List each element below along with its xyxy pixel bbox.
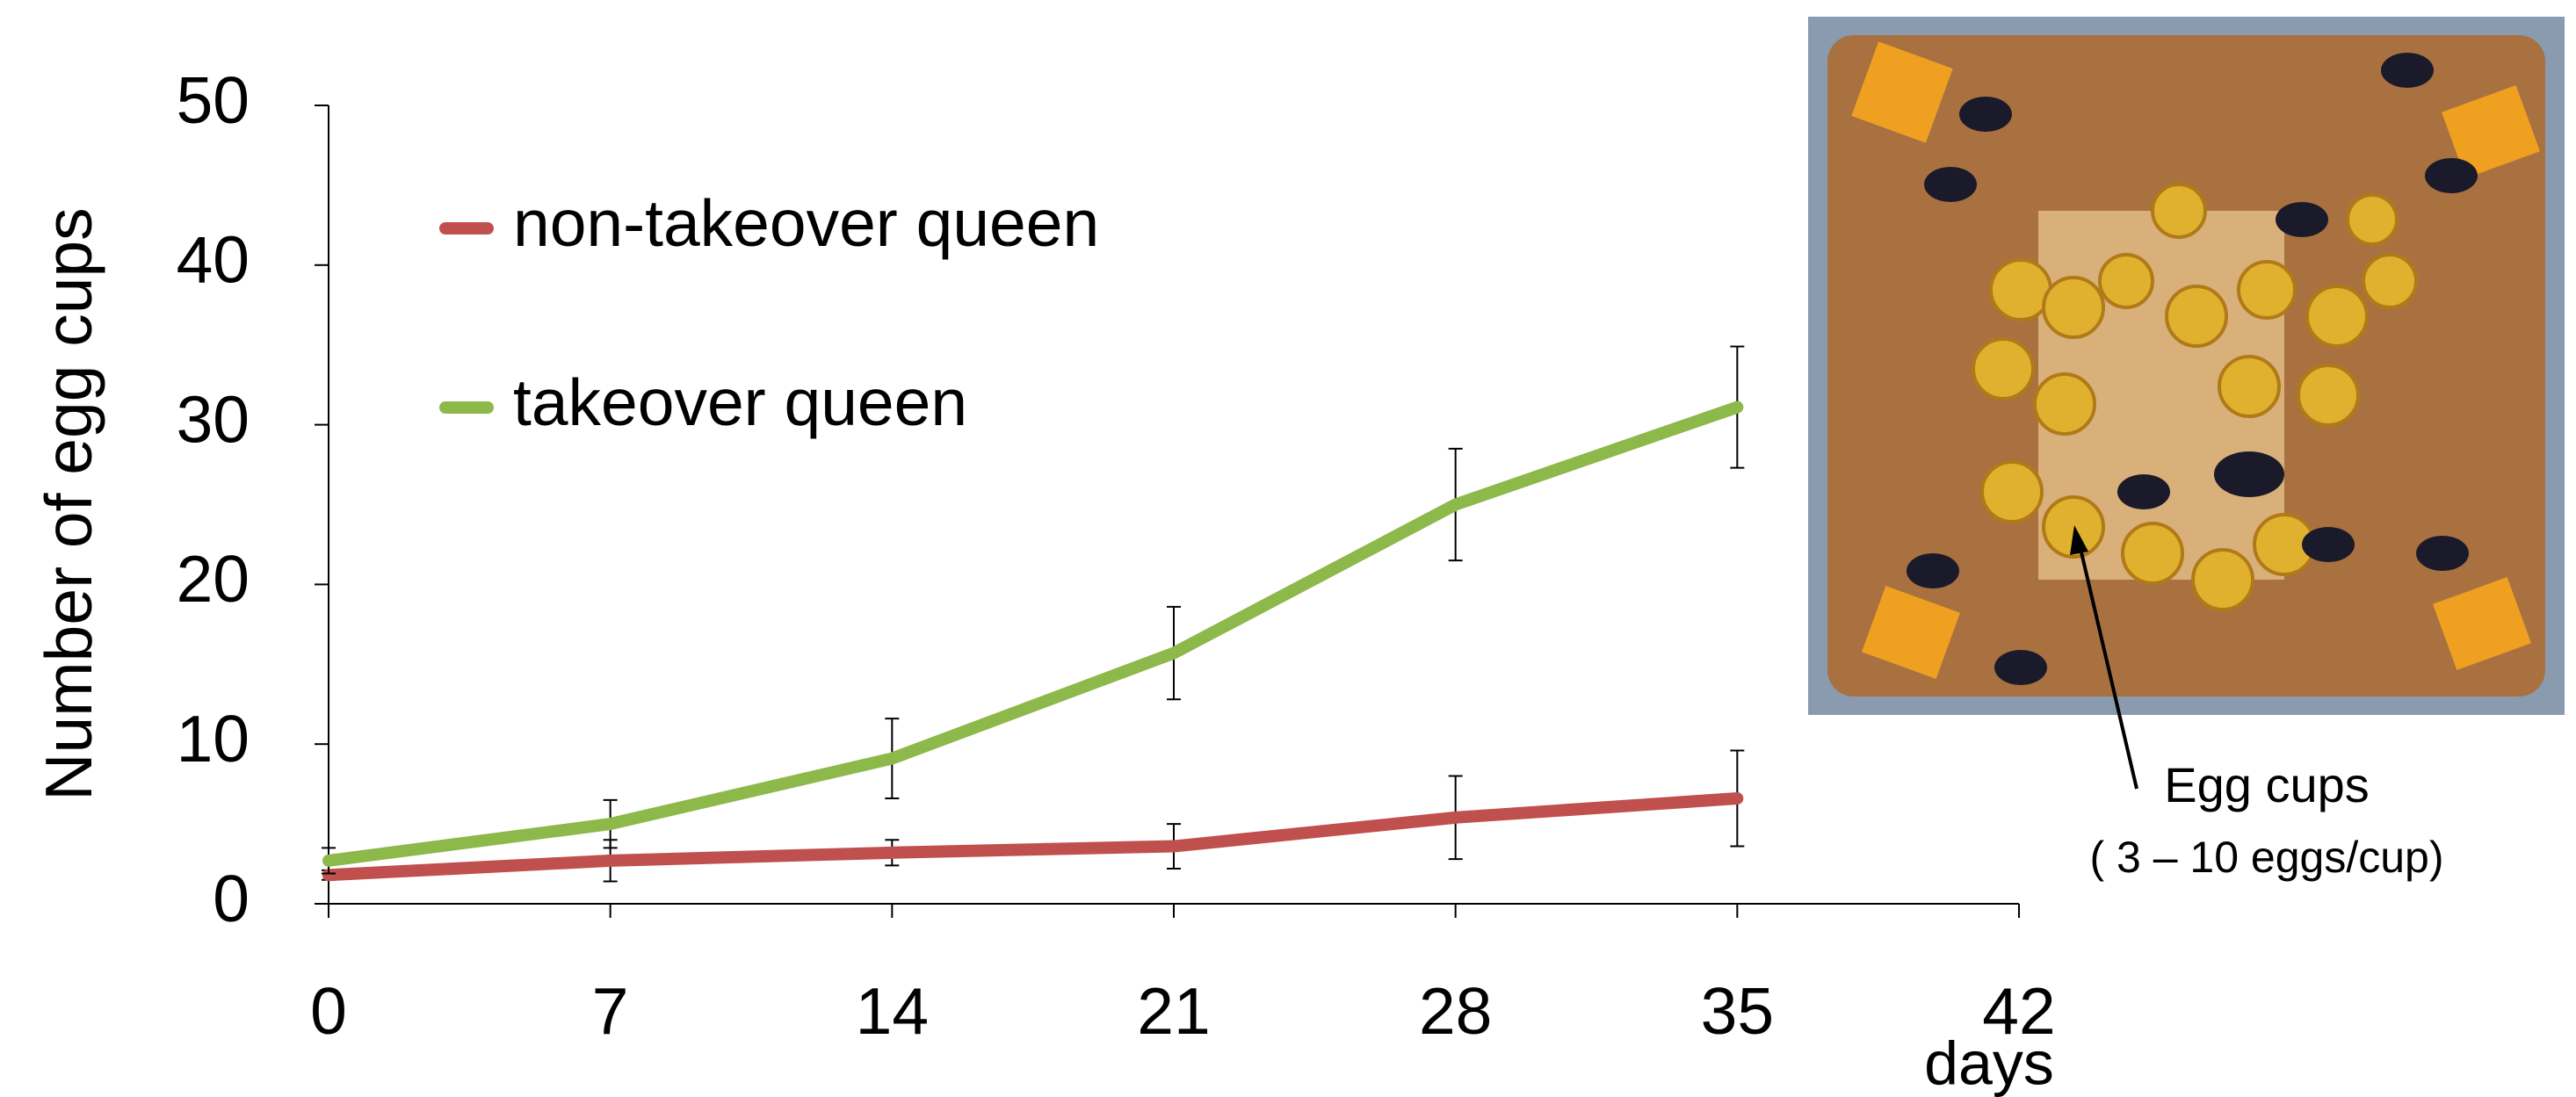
y-tick-label: 0 bbox=[213, 862, 250, 935]
legend-label: takeover queen bbox=[513, 365, 967, 439]
series-line bbox=[329, 408, 1737, 861]
legend-label: non-takeover queen bbox=[513, 186, 1099, 260]
x-tick-label: 35 bbox=[1701, 974, 1774, 1048]
y-tick-label: 20 bbox=[177, 542, 250, 616]
y-tick-label: 30 bbox=[177, 382, 250, 456]
annotation: Egg cups bbox=[2164, 757, 2370, 812]
x-tick-label: 28 bbox=[1419, 974, 1492, 1048]
nest-photo bbox=[1808, 17, 2565, 715]
x-tick-label: 42 bbox=[1982, 974, 2055, 1048]
y-tick-label: 10 bbox=[177, 702, 250, 776]
x-tick-label: 14 bbox=[856, 974, 929, 1048]
x-tick-label: 7 bbox=[592, 974, 629, 1048]
chart: Egg cups ( 3 – 10 eggs/cup) Number of eg… bbox=[0, 0, 2576, 1097]
y-tick-label: 40 bbox=[177, 223, 250, 297]
y-axis-label: Number of egg cups bbox=[32, 207, 105, 800]
x-tick-label: 21 bbox=[1137, 974, 1210, 1048]
y-tick-label: 50 bbox=[177, 63, 250, 137]
x-tick-label: 0 bbox=[310, 974, 347, 1048]
annotation: ( 3 – 10 eggs/cup) bbox=[2089, 833, 2443, 882]
